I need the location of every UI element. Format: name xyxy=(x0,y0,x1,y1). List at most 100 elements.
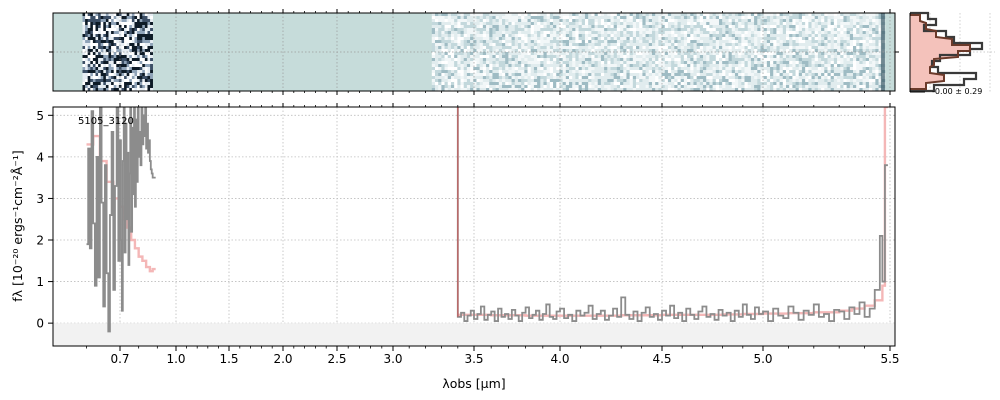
pixel xyxy=(853,49,857,53)
pixel xyxy=(639,16,643,20)
pixel xyxy=(658,61,662,65)
pixel xyxy=(744,64,749,68)
pixel xyxy=(687,82,691,86)
pixel xyxy=(859,37,863,41)
pixel xyxy=(131,31,135,35)
pixel xyxy=(473,37,477,41)
pixel xyxy=(479,85,484,89)
pixel xyxy=(575,13,579,17)
pixel xyxy=(805,49,809,53)
pixel xyxy=(489,49,493,53)
pixel xyxy=(569,28,573,32)
pixel xyxy=(865,70,870,74)
pixel xyxy=(667,34,672,38)
pixel xyxy=(674,25,678,29)
pixel xyxy=(597,67,602,71)
pixel xyxy=(514,22,519,26)
pixel xyxy=(537,37,541,41)
pixel xyxy=(486,19,490,23)
pixel xyxy=(655,28,659,32)
pixel xyxy=(808,28,812,32)
pixel xyxy=(492,13,496,17)
pixel xyxy=(591,82,595,86)
pixel xyxy=(460,55,465,59)
pixel xyxy=(671,64,675,68)
pixel xyxy=(744,16,749,20)
pixel xyxy=(508,70,512,74)
pixel xyxy=(706,19,710,23)
pixel xyxy=(808,13,812,17)
pixel xyxy=(875,43,879,47)
pixel xyxy=(833,52,838,56)
pixel xyxy=(639,34,643,38)
pixel xyxy=(808,19,812,23)
pixel xyxy=(486,67,490,71)
pixel xyxy=(594,43,599,47)
pixel xyxy=(118,13,122,17)
pixel xyxy=(690,82,694,86)
pixel xyxy=(782,40,787,44)
pixel xyxy=(626,43,630,47)
pixel xyxy=(131,22,135,26)
pixel xyxy=(671,67,675,71)
pixel xyxy=(715,82,720,86)
pixel xyxy=(798,61,803,65)
pixel xyxy=(600,67,605,71)
pixel xyxy=(703,76,707,80)
pixel xyxy=(658,43,662,47)
pixel xyxy=(498,70,503,74)
pixel xyxy=(124,34,127,38)
pixel xyxy=(527,16,532,20)
pixel xyxy=(786,13,790,17)
pixel xyxy=(100,34,104,38)
pixel xyxy=(473,43,477,47)
pixel xyxy=(830,58,835,62)
pixel xyxy=(495,25,500,29)
pixel xyxy=(725,79,729,83)
pixel xyxy=(623,16,627,20)
pixel xyxy=(470,64,474,68)
pixel xyxy=(600,85,605,89)
pixel xyxy=(671,22,675,26)
pixel xyxy=(744,52,749,56)
pixel xyxy=(524,52,528,56)
pixel xyxy=(664,28,669,32)
pixel xyxy=(687,16,691,20)
pixel xyxy=(470,16,474,20)
pixel xyxy=(744,31,749,35)
pixel xyxy=(129,67,133,71)
pixel xyxy=(131,37,135,41)
pixel xyxy=(773,61,777,65)
pixel xyxy=(543,64,547,68)
pixel xyxy=(677,58,681,62)
pixel xyxy=(792,64,796,68)
pixel xyxy=(103,16,107,20)
pixel xyxy=(594,34,599,38)
pixel xyxy=(537,34,541,38)
pixel xyxy=(444,16,449,20)
pixel xyxy=(126,19,130,23)
pixel xyxy=(747,82,752,86)
pixel xyxy=(578,79,583,83)
pixel xyxy=(868,46,873,50)
pixel xyxy=(600,16,605,20)
pixel xyxy=(569,34,573,38)
histogram-stat-label: -0.00 ± 0.29 xyxy=(932,87,982,96)
pixel xyxy=(537,85,541,89)
pixel xyxy=(853,58,857,62)
pixel xyxy=(865,61,870,65)
pixel xyxy=(645,22,650,26)
pixel xyxy=(524,22,528,26)
pixel xyxy=(134,58,138,62)
pixel xyxy=(840,16,844,20)
pixel xyxy=(98,31,101,35)
pixel xyxy=(782,55,787,59)
pixel xyxy=(849,79,854,83)
pixel xyxy=(687,64,691,68)
pixel xyxy=(789,58,793,62)
pixel xyxy=(90,79,94,83)
pixel xyxy=(476,34,480,38)
pixel xyxy=(441,22,445,26)
pixel xyxy=(527,67,532,71)
pixel xyxy=(600,76,605,80)
